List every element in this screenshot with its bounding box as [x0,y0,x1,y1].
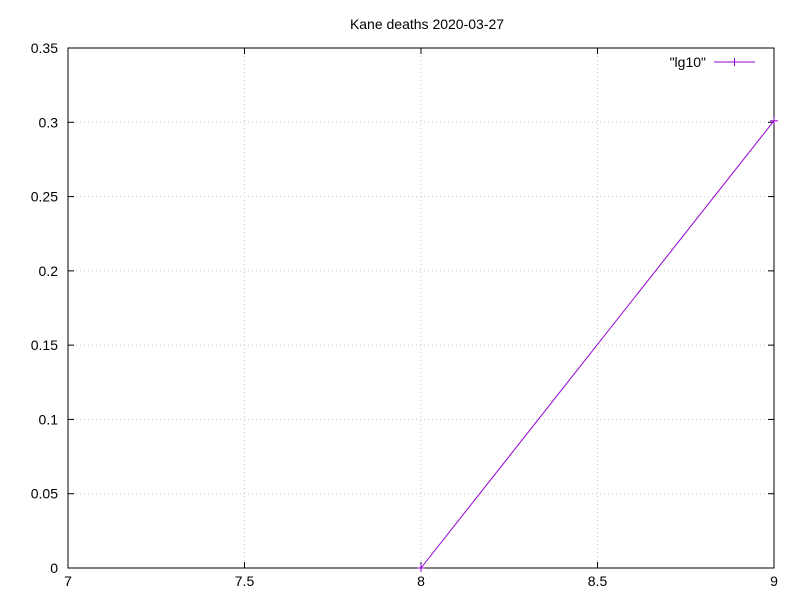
x-tick-label: 7 [64,573,72,589]
y-tick-label: 0.3 [39,114,59,130]
x-tick-label: 7.5 [235,573,255,589]
x-tick-label: 8.5 [588,573,608,589]
y-tick-label: 0.2 [39,263,59,279]
axes: 7 7.5 8 8.5 9 0 0.05 0.1 0.15 0.2 0.25 0.3 0.35 [31,40,778,589]
y-tick-label: 0 [50,560,58,576]
series-layer [417,116,778,572]
grid-lines [68,48,774,568]
legend-label-lg10: "lg10" [670,54,706,70]
x-tick-label: 8 [417,573,425,589]
y-tick-label: 0.35 [31,40,58,56]
y-tick-label: 0.25 [31,189,58,205]
y-tick-label: 0.1 [39,411,59,427]
y-tick-label: 0.05 [31,486,58,502]
chart-title: Kane deaths 2020-03-27 [350,16,504,32]
legend: "lg10" [670,54,755,70]
series-line-lg10 [420,120,775,569]
y-tick-label: 0.15 [31,337,58,353]
x-tick-label: 9 [770,573,778,589]
